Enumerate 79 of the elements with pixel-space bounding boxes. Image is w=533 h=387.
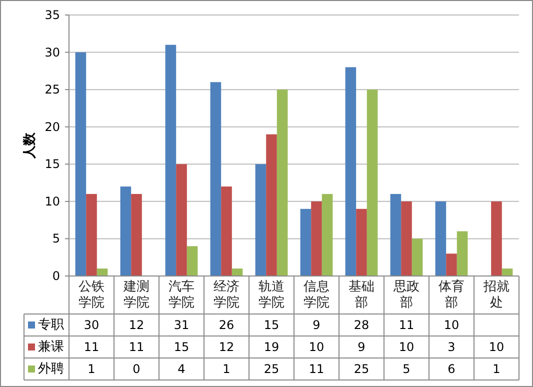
bar bbox=[345, 67, 356, 276]
y-axis-title: 人数 bbox=[22, 132, 38, 160]
bar bbox=[210, 82, 222, 276]
data-label: 10 bbox=[398, 340, 414, 354]
data-label: 1 bbox=[88, 362, 96, 376]
data-label: 12 bbox=[128, 318, 144, 332]
bar bbox=[300, 208, 312, 276]
data-label: 15 bbox=[174, 340, 190, 354]
data-label: 30 bbox=[84, 318, 100, 332]
x-tick-label: 建测学院 bbox=[122, 280, 150, 310]
data-label: 19 bbox=[264, 340, 280, 354]
data-label: 0 bbox=[132, 362, 140, 376]
y-tick-label: 35 bbox=[44, 8, 60, 22]
data-label: 25 bbox=[264, 362, 280, 376]
bar bbox=[491, 201, 502, 276]
bar bbox=[366, 90, 378, 276]
bar bbox=[131, 194, 142, 276]
x-tick-label: 信息学院 bbox=[304, 280, 330, 310]
bar bbox=[221, 186, 232, 276]
data-label: 4 bbox=[178, 362, 186, 376]
bar bbox=[412, 238, 423, 276]
data-label: 1 bbox=[222, 362, 230, 376]
legend-label: 兼课 bbox=[38, 340, 64, 354]
legend-label: 专职 bbox=[38, 318, 64, 332]
legend-label: 外聘 bbox=[38, 362, 64, 376]
x-tick-label: 体育部 bbox=[438, 278, 464, 310]
data-label: 11 bbox=[398, 318, 414, 332]
bar bbox=[75, 52, 86, 276]
bar bbox=[165, 44, 176, 276]
bar bbox=[356, 208, 367, 276]
x-tick-label: 汽车学院 bbox=[168, 280, 194, 310]
data-label: 12 bbox=[218, 340, 234, 354]
bar bbox=[502, 268, 513, 276]
bar bbox=[456, 231, 468, 276]
y-tick-label: 20 bbox=[44, 120, 60, 134]
bar bbox=[232, 268, 243, 276]
bar bbox=[276, 90, 288, 276]
data-label: 3 bbox=[448, 340, 456, 354]
data-label: 10 bbox=[444, 318, 460, 332]
data-label: 28 bbox=[354, 318, 370, 332]
bar bbox=[322, 194, 333, 276]
data-label: 15 bbox=[264, 318, 280, 332]
data-label: 26 bbox=[218, 318, 234, 332]
y-tick-label: 0 bbox=[52, 269, 60, 283]
y-tick-label: 30 bbox=[44, 45, 60, 60]
x-tick-label: 公铁学院 bbox=[78, 280, 104, 310]
data-label: 11 bbox=[308, 362, 324, 376]
data-label: 9 bbox=[312, 318, 320, 332]
bar bbox=[176, 164, 187, 276]
data-label: 9 bbox=[358, 340, 366, 354]
x-tick-label: 基础部 bbox=[348, 280, 374, 310]
y-tick-label: 15 bbox=[44, 157, 60, 172]
data-label: 5 bbox=[402, 362, 410, 376]
y-tick-label: 25 bbox=[44, 82, 60, 97]
bar bbox=[390, 194, 402, 276]
y-tick-label: 10 bbox=[44, 194, 60, 208]
data-label: 31 bbox=[174, 318, 190, 332]
data-label: 1 bbox=[492, 362, 500, 376]
bar bbox=[96, 268, 108, 276]
data-label: 10 bbox=[308, 340, 324, 354]
data-label: 6 bbox=[448, 362, 456, 376]
bar bbox=[266, 134, 277, 276]
bar bbox=[186, 246, 198, 276]
x-tick-label: 轨道学院 bbox=[258, 280, 284, 310]
bar bbox=[311, 201, 322, 276]
bar bbox=[446, 254, 457, 276]
x-tick-label: 思政部 bbox=[392, 280, 420, 310]
y-tick-label: 5 bbox=[52, 232, 60, 246]
bar bbox=[435, 201, 446, 276]
bar bbox=[255, 164, 266, 276]
data-label: 25 bbox=[354, 362, 370, 376]
bar bbox=[86, 194, 97, 276]
data-label: 11 bbox=[84, 340, 100, 354]
data-label: 10 bbox=[488, 340, 504, 354]
x-tick-label: 招就处 bbox=[482, 280, 510, 310]
bar bbox=[120, 186, 132, 276]
x-tick-label: 经济学院 bbox=[214, 280, 240, 310]
bar bbox=[401, 201, 412, 276]
data-label: 11 bbox=[128, 340, 144, 354]
